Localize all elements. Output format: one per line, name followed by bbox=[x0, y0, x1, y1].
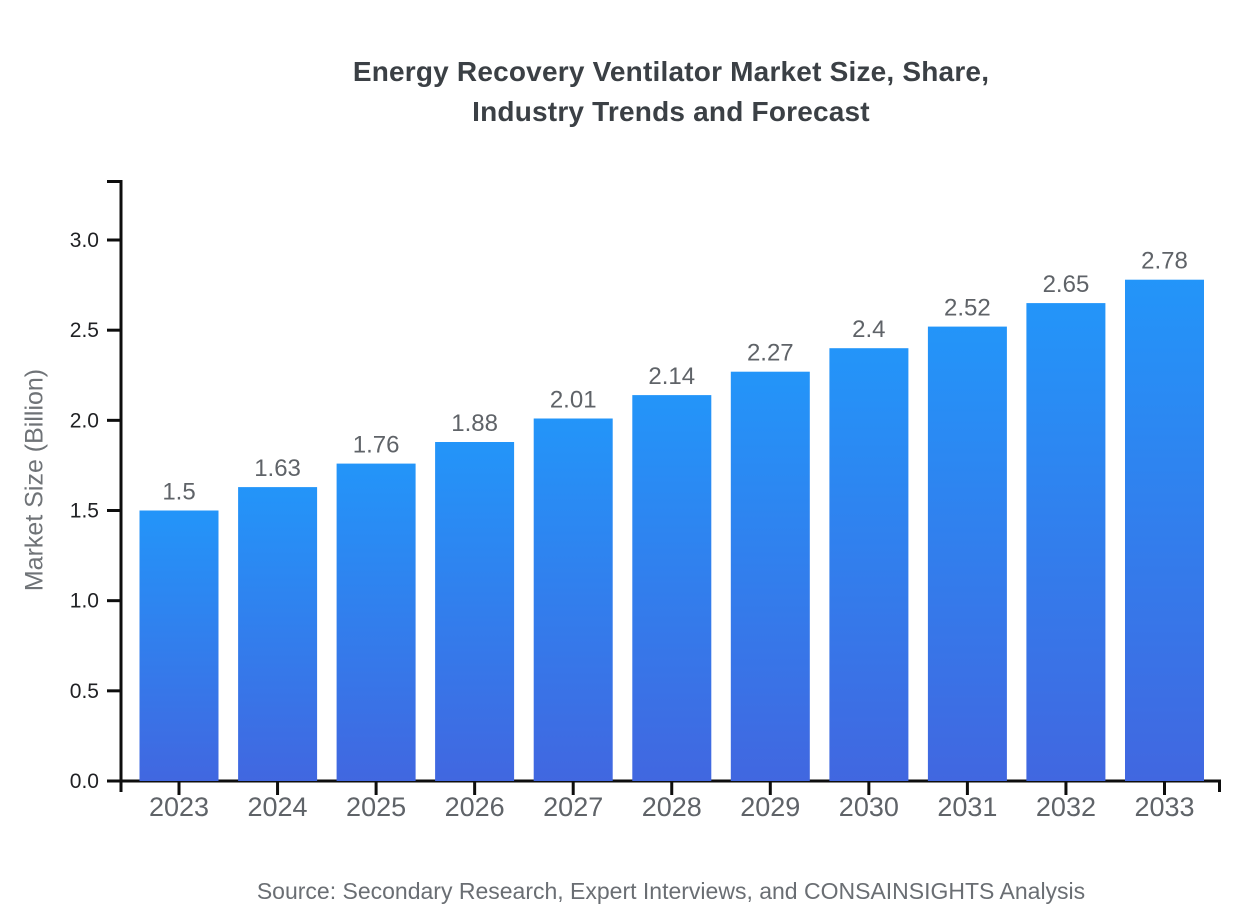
bar-2033 bbox=[1125, 279, 1204, 781]
x-tick-label: 2030 bbox=[839, 792, 899, 822]
y-tick-label: 1.5 bbox=[70, 500, 99, 523]
bar-value-label: 2.4 bbox=[852, 316, 885, 343]
x-tick-label: 2028 bbox=[642, 792, 702, 822]
source-note: Source: Secondary Research, Expert Inter… bbox=[256, 878, 1086, 904]
bar-value-label: 1.5 bbox=[162, 479, 195, 506]
x-tick-label: 2025 bbox=[346, 792, 406, 822]
bar-value-label: 2.14 bbox=[648, 363, 695, 390]
y-tick-label: 2.5 bbox=[70, 319, 99, 342]
y-tick-label: 1.0 bbox=[70, 590, 99, 613]
bar-2029 bbox=[730, 371, 810, 781]
bar-2024 bbox=[238, 487, 318, 781]
bar-2028 bbox=[632, 395, 712, 781]
bar-2025 bbox=[336, 463, 416, 781]
x-tick-label: 2033 bbox=[1134, 792, 1194, 822]
bar-series bbox=[139, 279, 1204, 781]
x-tick-label: 2032 bbox=[1036, 792, 1096, 822]
bar-value-label: 2.78 bbox=[1141, 248, 1188, 275]
y-tick-label: 0.0 bbox=[70, 770, 99, 793]
bar-2032 bbox=[1026, 303, 1106, 781]
x-tick-label: 2031 bbox=[937, 792, 997, 822]
bar-value-label: 2.01 bbox=[550, 387, 597, 414]
y-tick-label: 3.0 bbox=[70, 229, 99, 252]
bar-2031 bbox=[927, 326, 1007, 781]
bar-2023 bbox=[139, 510, 219, 781]
x-tick-label: 2023 bbox=[149, 792, 209, 822]
bar-value-label: 2.27 bbox=[747, 340, 794, 367]
bar-value-label: 1.88 bbox=[451, 410, 498, 437]
x-tick-label: 2027 bbox=[543, 792, 603, 822]
y-tick-label: 2.0 bbox=[70, 409, 99, 432]
x-tick-label: 2026 bbox=[445, 792, 505, 822]
bar-value-label: 2.65 bbox=[1043, 271, 1090, 298]
y-tick-label: 0.5 bbox=[70, 680, 99, 703]
bar-2030 bbox=[829, 348, 909, 781]
bar-2027 bbox=[533, 418, 613, 781]
bar-value-label: 2.52 bbox=[944, 295, 991, 322]
bar-value-label: 1.76 bbox=[353, 432, 400, 459]
data-labels: 2023 1.5 2024 1.63 2025 1.76 2026 1.88 2027 2.01 2… bbox=[149, 248, 1195, 822]
chart-title: Energy Recovery Ventilator Market Size, … bbox=[352, 56, 990, 128]
x-tick-label: 2029 bbox=[740, 792, 800, 822]
bar-2026 bbox=[435, 442, 515, 781]
bar-value-label: 1.63 bbox=[254, 455, 301, 482]
x-tick-label: 2024 bbox=[248, 792, 308, 822]
